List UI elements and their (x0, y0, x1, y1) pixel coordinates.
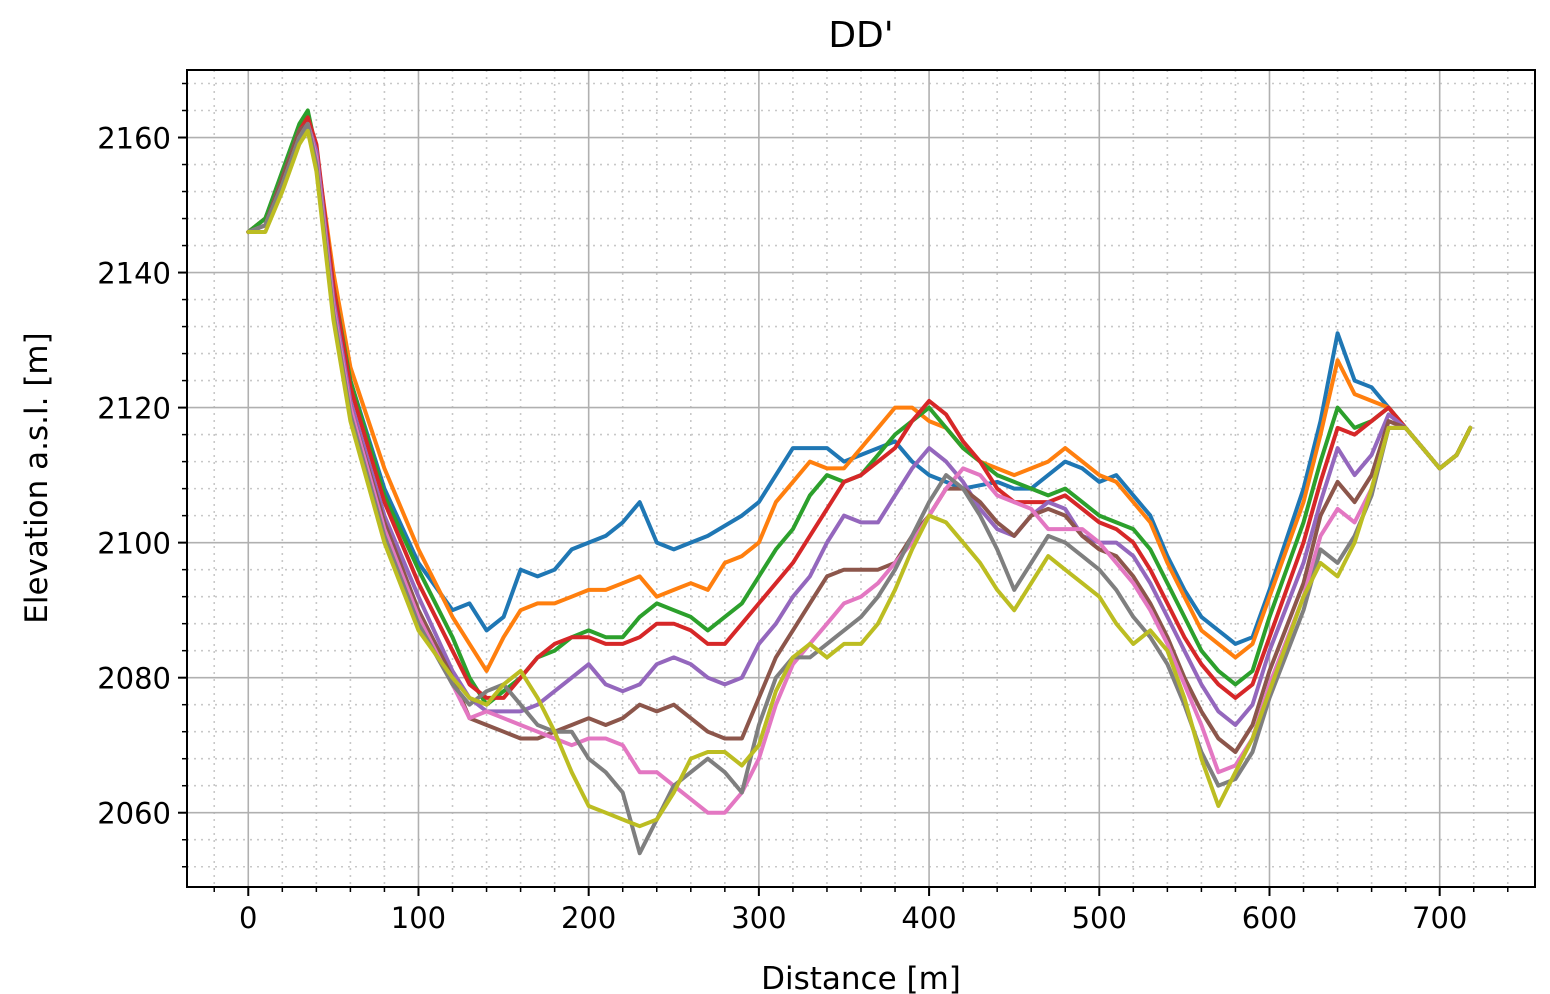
x-tick-label: 600 (1242, 901, 1297, 935)
profile-line-9 (246, 128, 1473, 829)
profile-line-1 (246, 115, 1473, 646)
x-tick-label: 200 (561, 901, 616, 935)
x-tick-label: 300 (731, 901, 786, 935)
profile-line-2 (246, 115, 1473, 673)
chart-title: DD' (828, 15, 893, 56)
y-tick-label: 2160 (97, 122, 171, 156)
y-tick-label: 2080 (97, 662, 171, 696)
ticks-layer: 0 100 200 300 400 500 600 700 2060 2080 2100 2120 21… (97, 82, 1509, 935)
x-tick-label: 0 (239, 901, 257, 935)
y-axis-label: Elevation a.s.l. [m] (19, 332, 55, 623)
profile-line-8 (246, 122, 1473, 856)
y-tick-label: 2140 (97, 257, 171, 291)
y-tick-label: 2120 (97, 392, 171, 426)
major-grid (187, 70, 1535, 887)
x-tick-label: 500 (1072, 901, 1127, 935)
profile-line-5 (246, 122, 1473, 727)
x-tick-label: 700 (1412, 901, 1467, 935)
profile-line-6 (246, 122, 1473, 754)
y-tick-label: 2060 (97, 797, 171, 831)
x-tick-label: 400 (901, 901, 956, 935)
y-tick-label: 2100 (97, 527, 171, 561)
series-layer (246, 108, 1473, 856)
x-axis-label: Distance [m] (761, 961, 961, 994)
profile-line-4 (246, 115, 1473, 700)
x-tick-label: 100 (391, 901, 446, 935)
